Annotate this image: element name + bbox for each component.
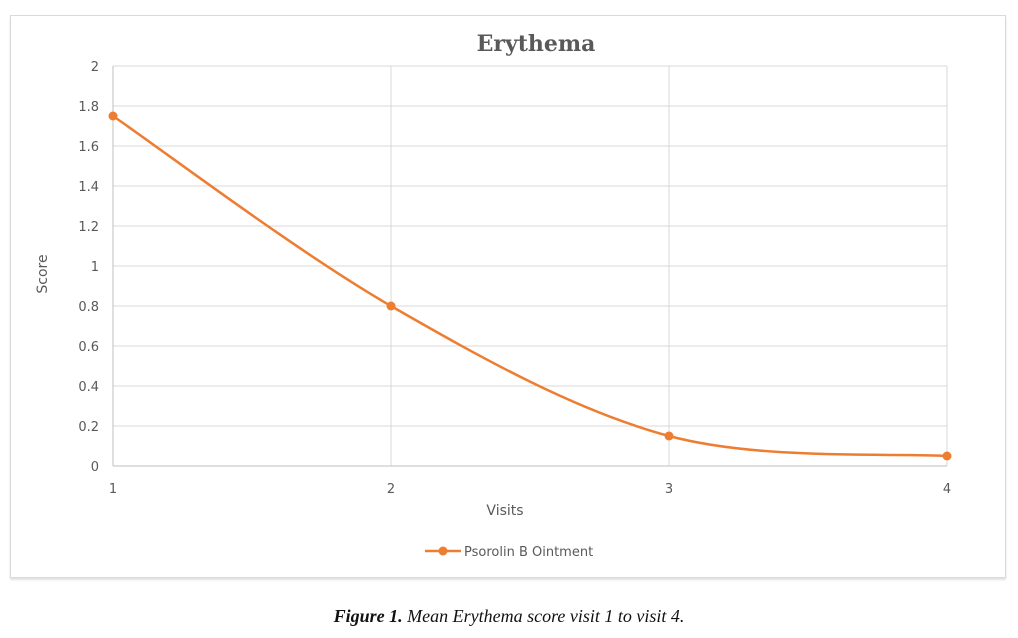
y-tick-label: 0.2 [78,420,99,435]
x-axis-title: Visits [486,503,523,519]
x-tick-label: 3 [665,482,673,497]
data-point [942,451,952,461]
figure-caption-label: Figure 1. [333,606,403,626]
figure-caption: Figure 1. Mean Erythema score visit 1 to… [0,606,1018,627]
x-tick-label: 2 [387,482,395,497]
y-tick-label: 0.8 [78,300,99,315]
chart-title: Erythema [477,31,596,57]
data-point [108,111,118,121]
y-tick-label: 1 [91,260,99,275]
y-tick-label: 1.4 [78,180,99,195]
y-tick-label: 0.6 [78,340,99,355]
y-tick-label: 0 [91,460,99,475]
x-tick-label: 1 [109,482,117,497]
y-tick-label: 2 [91,60,99,75]
y-axis-title: Score [35,254,51,293]
axes [112,66,947,467]
legend-point-marker [438,546,448,556]
legend: Psorolin B Ointment [425,545,593,560]
tick-labels: 0 0.2 0.4 0.6 0.8 1 1.2 1.4 1.6 1.8 2 1 2 3 4 [78,60,951,497]
legend-label: Psorolin B Ointment [464,545,593,560]
y-tick-label: 1.6 [78,140,99,155]
x-tick-label: 4 [943,482,951,497]
chart-frame: 0 0.2 0.4 0.6 0.8 1 1.2 1.4 1.6 1.8 2 1 2 3 4 Erythema… [10,15,1006,578]
series-layer [108,111,952,461]
series-line-0 [111,114,949,458]
data-point [386,301,396,311]
figure-caption-text: Mean Erythema score visit 1 to visit 4. [407,606,685,626]
erythema-line-chart: 0 0.2 0.4 0.6 0.8 1 1.2 1.4 1.6 1.8 2 1 2 3 4 Erythema… [35,31,952,560]
grid-lines [113,65,948,466]
y-tick-label: 1.2 [78,220,99,235]
y-tick-label: 0.4 [78,380,99,395]
data-point [664,431,674,441]
y-tick-label: 1.8 [78,100,99,115]
